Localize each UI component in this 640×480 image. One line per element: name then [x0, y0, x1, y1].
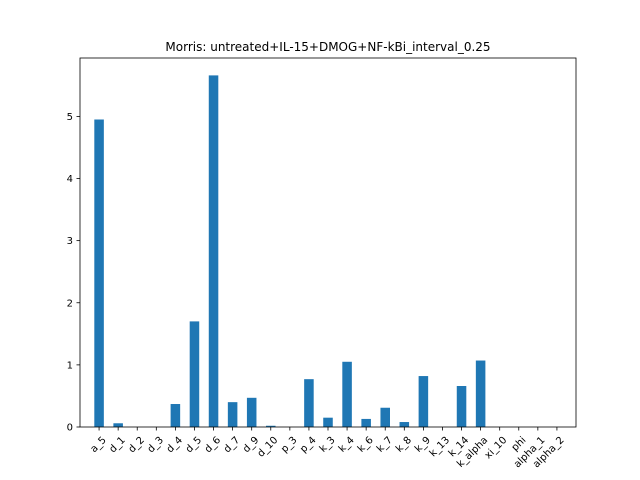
x-tick-label-d_6: d_6	[203, 435, 223, 455]
plot-frame	[79, 57, 577, 428]
x-tick-label-d_7: d_7	[222, 435, 242, 455]
bars-group	[94, 75, 486, 428]
x-tick-label-k_7: k_7	[375, 435, 395, 455]
y-tick-label: 0	[67, 423, 73, 434]
y-tick-label: 2	[67, 298, 73, 309]
x-tick-label-d_4: d_4	[165, 435, 185, 455]
bar-d_7	[227, 402, 238, 427]
x-tick-label-d_1: d_1	[107, 435, 127, 455]
y-tick-label: 5	[67, 112, 73, 123]
y-tick-label: 3	[67, 236, 73, 247]
x-tick-label-d_2: d_2	[127, 435, 147, 455]
x-tick-label-k_8: k_8	[394, 435, 414, 455]
chart-title: Morris: untreated+IL-15+DMOG+NF-kBi_inte…	[165, 40, 490, 54]
bar-d_4	[170, 404, 181, 427]
bar-d_1	[113, 423, 123, 427]
x-tick-label-k_3: k_3	[318, 435, 338, 455]
x-tick-label-d_5: d_5	[184, 435, 204, 455]
bar-d_9	[246, 397, 257, 427]
x-axis: a_5d_1d_2d_3d_4d_5d_6d_7d_9d_10p_3p_4 k_3…	[89, 427, 567, 470]
bar-a_5	[94, 119, 104, 427]
bar-k_9	[418, 376, 429, 427]
x-tick-label-p_4: p_4	[298, 435, 318, 455]
x-tick-label-k_6: k_6	[356, 435, 376, 455]
x-tick-label-d_10: d_10	[256, 435, 281, 460]
x-tick-label-k_13: k_13	[428, 435, 452, 459]
bar-k_8	[399, 422, 410, 427]
bar-k_7	[380, 407, 390, 427]
bar-k_alpha	[475, 360, 486, 427]
x-tick-label-a_5: a_5	[89, 435, 109, 455]
bar-d_5	[189, 321, 200, 427]
y-axis: 0 1 2 3 4 5	[67, 112, 80, 434]
bar-p_4	[304, 379, 314, 427]
y-tick-label: 1	[67, 360, 73, 371]
bar-k_3	[323, 417, 333, 427]
x-tick-label-xi_10: xi_10	[483, 435, 509, 461]
x-tick-label-k_4: k_4	[337, 435, 357, 455]
y-tick-label: 4	[67, 174, 73, 185]
bar-k_4	[342, 361, 352, 427]
x-tick-label-d_3: d_3	[146, 435, 166, 455]
x-tick-label-p_3: p_3	[279, 435, 299, 455]
bar-d_6	[208, 75, 219, 428]
bar-k_6	[361, 418, 371, 427]
bar-d_10	[266, 425, 276, 427]
bar-k_14	[456, 386, 467, 427]
